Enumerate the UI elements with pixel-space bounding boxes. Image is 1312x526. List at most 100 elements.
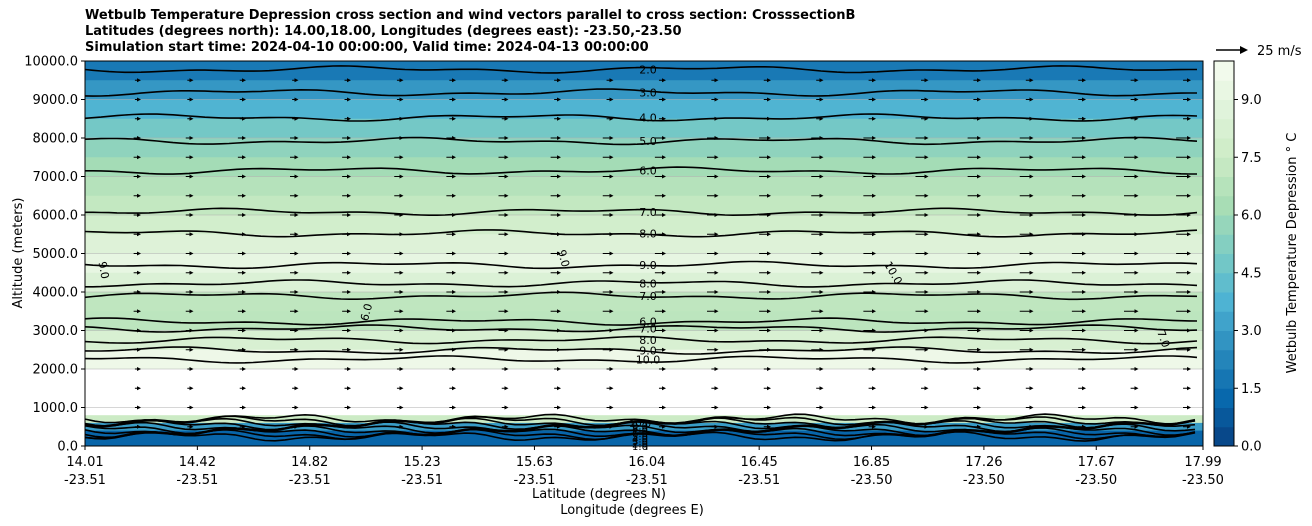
wind-vector-head (504, 78, 509, 83)
x-tick-label-lon: -23.51 (401, 473, 443, 488)
wind-vector-head (924, 405, 929, 410)
wind-vector-head (347, 213, 351, 217)
wind-vector-head (714, 155, 719, 160)
wind-vector-head (399, 78, 404, 83)
wind-vector-head (1082, 97, 1086, 102)
wind-vector-head (1029, 405, 1034, 410)
wind-vector-head (294, 386, 299, 391)
wind-vector-head (924, 270, 929, 275)
wind-vector-head (557, 136, 561, 140)
wind-vector-head (1082, 270, 1086, 275)
wind-vector-head (294, 136, 299, 140)
wind-vector-head (347, 270, 351, 275)
wind-vector-head (452, 155, 456, 160)
wind-vector-head (399, 174, 404, 179)
x-tick-label-lon: -23.51 (176, 473, 218, 488)
wind-vector-head (189, 270, 194, 275)
wind-reference-label: 25 m/s (1257, 44, 1302, 59)
wind-vector-head (767, 251, 771, 256)
colorbar-segment (1214, 61, 1234, 81)
wind-vector-head (872, 251, 876, 256)
wind-vector-head (504, 290, 509, 294)
field-band (85, 330, 1203, 351)
wind-vector-head (924, 251, 929, 256)
field-band (85, 369, 1203, 389)
wind-vector-head (137, 251, 141, 256)
wind-vector-head (294, 97, 299, 102)
colorbar-tick-label: 9.0 (1241, 93, 1262, 108)
wind-vector-head (137, 367, 141, 371)
wind-vector-head (189, 290, 194, 294)
contour-line (85, 355, 1198, 364)
wind-vector-head (819, 405, 824, 410)
contour-label: 8.0 (639, 334, 657, 347)
wind-vector-head (872, 136, 876, 140)
wind-vector-head (767, 328, 771, 333)
x-tick-label-lon: -23.51 (289, 473, 331, 488)
wind-vector-head (924, 232, 929, 237)
x-tick-label-lat: 16.04 (628, 455, 665, 470)
wind-vector-head (1187, 386, 1191, 391)
wind-vector-head (819, 155, 824, 160)
wind-vector-head (399, 367, 404, 371)
wind-vector-head (242, 155, 246, 160)
wind-vector-head (1029, 213, 1034, 217)
wind-vector-head (242, 309, 246, 314)
wind-vector-head (557, 213, 561, 217)
colorbar-segment (1214, 407, 1234, 428)
y-tick-label: 4000.0 (33, 286, 79, 301)
colorbar-tick-label: 4.5 (1241, 266, 1262, 281)
wind-vector-head (557, 270, 561, 275)
contour-label: 5.0 (639, 135, 657, 148)
colorbar-segment (1214, 138, 1234, 158)
wind-vector-head (347, 193, 351, 198)
wind-reference-key: 25 m/s (1216, 44, 1302, 59)
colorbar-tick-label: 1.5 (1241, 382, 1262, 397)
wind-vector-head (1134, 347, 1139, 352)
wind-vector-head (557, 174, 561, 179)
wind-vector-head (452, 232, 456, 237)
wind-vector-head (714, 174, 719, 179)
wind-vector-head (767, 193, 771, 198)
wind-vector-head (1134, 251, 1139, 256)
wind-vector-head (924, 78, 929, 83)
wind-vector-head (242, 405, 246, 410)
wind-vector-head (399, 270, 404, 275)
wind-vector-head (1082, 78, 1086, 83)
colorbar-segment (1214, 330, 1234, 351)
x-tick-label-lat: 15.63 (516, 455, 553, 470)
field-band (85, 253, 1203, 274)
wind-vector-head (767, 97, 771, 102)
wind-vector-head (1187, 136, 1191, 140)
wind-vector-head (977, 270, 981, 275)
field-band (85, 388, 1203, 409)
wind-vector-head (1187, 232, 1191, 237)
wind-vector-head (819, 193, 824, 198)
wind-vector-head (872, 309, 876, 314)
contour-label: 4.0 (639, 112, 657, 125)
wind-vector-head (294, 174, 299, 179)
wind-vector-head (347, 116, 351, 121)
wind-vector-head (452, 290, 456, 294)
wind-vector-head (819, 213, 824, 217)
wind-vector-head (767, 309, 771, 314)
colorbar-segment (1214, 176, 1234, 197)
x-tick-label-lon: -23.51 (64, 473, 106, 488)
contour-line (85, 279, 1198, 288)
y-tick-label: 9000.0 (33, 93, 79, 108)
wind-vector-head (609, 251, 614, 256)
contour-label-rotated: 9.0 (96, 260, 112, 279)
wind-vector-head (137, 116, 141, 121)
x-tick-label-lon: -23.50 (1182, 473, 1224, 488)
colorbar-tick-label: 3.0 (1241, 324, 1262, 339)
wind-vector-head (399, 155, 404, 160)
wind-vector-head (662, 405, 666, 410)
wind-vector-head (347, 174, 351, 179)
contour-line (85, 229, 1198, 238)
wind-vector-head (977, 290, 981, 294)
field-band (85, 195, 1203, 216)
wind-vector-head (347, 328, 351, 333)
y-tick-label: 10000.0 (24, 55, 78, 70)
wind-vector-head (1134, 328, 1139, 333)
